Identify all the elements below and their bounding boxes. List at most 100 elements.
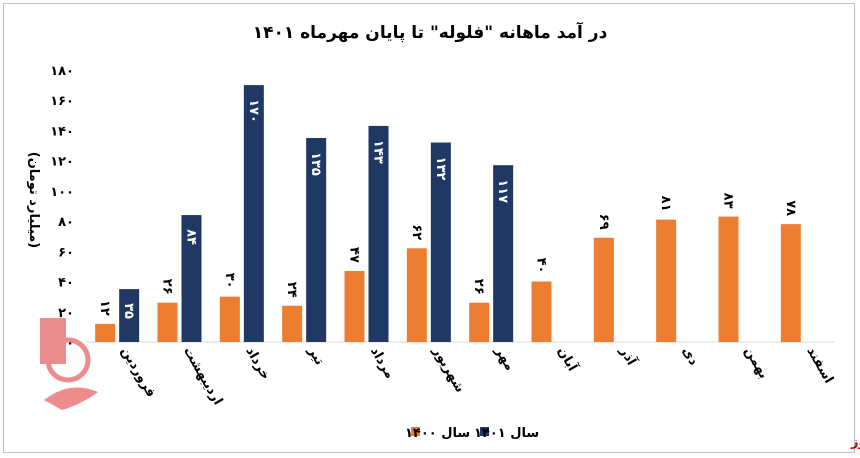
data-label: ۳۰ — [222, 273, 237, 289]
category-label-group: شهریور — [429, 344, 467, 396]
category-label-group: دی — [679, 345, 701, 369]
data-label-group: ۱۱۷ — [495, 179, 510, 203]
chart-title: در آمد ماهانه "فلوله" تا پایان مهرماه ۱۴… — [253, 21, 608, 43]
data-label-group: ۱۴۳ — [371, 140, 386, 164]
data-label: ۲۶ — [160, 279, 175, 295]
bar-1401 — [430, 142, 451, 342]
category-label: اردیبهشت — [180, 345, 225, 408]
data-label: ۱۷۰ — [246, 99, 261, 123]
data-label-group: ۲۶ — [160, 279, 175, 295]
bar-1400 — [718, 216, 739, 342]
bar-1400 — [406, 248, 427, 342]
legend: سال ۱۴۰۱ سال ۱۴۰۰ — [405, 426, 539, 441]
bar-1400 — [219, 296, 240, 342]
y-tick-label: ۱۲۰ — [50, 155, 74, 170]
bars — [95, 85, 801, 343]
bar-1401 — [493, 165, 514, 342]
y-tick-label: ۱۶۰ — [50, 94, 74, 109]
category-label-group: فروردین — [118, 345, 159, 400]
data-label: ۱۴۳ — [371, 140, 386, 164]
y-axis-label: (میلیارد تومان) — [26, 152, 41, 248]
data-label-group: ۸۱ — [658, 196, 673, 212]
bar-1400 — [95, 323, 116, 342]
data-label: ۶۹ — [596, 214, 611, 230]
category-label-group: تیر — [304, 344, 327, 368]
data-label: ۸۳ — [721, 193, 736, 209]
source-credit: بورس نیوز — [850, 435, 860, 450]
data-label: ۴۷ — [347, 247, 362, 263]
chart-frame — [3, 3, 855, 453]
data-label-group: ۶۹ — [596, 214, 611, 230]
data-label-group: ۱۷۰ — [246, 99, 261, 123]
data-label-group: ۳۵ — [121, 303, 136, 319]
data-label: ۱۳۲ — [433, 157, 448, 181]
data-label: ۱۲ — [97, 300, 112, 316]
category-label: تیر — [304, 344, 327, 368]
y-tick-label: ۸۰ — [58, 215, 74, 230]
bar-1401 — [243, 85, 264, 342]
category-label: آذر — [616, 343, 641, 369]
y-tick-label: ۱۰۰ — [50, 185, 74, 200]
bar-1401 — [181, 215, 202, 342]
bar-1400 — [531, 281, 552, 342]
watermark-logo — [40, 318, 98, 410]
category-label: اسفند — [803, 345, 836, 387]
data-label: ۸۴ — [184, 229, 199, 245]
bar-1401 — [306, 138, 327, 342]
category-label-group: خرداد — [242, 345, 273, 383]
category-label: مهر — [491, 344, 517, 374]
category-labels: فروردین اردیبهشت خرداد تیر مرداد شهریور مهر آبا… — [118, 343, 836, 408]
legend-swatch-1400 — [411, 427, 420, 436]
bar-1400 — [469, 302, 490, 342]
bar-1400 — [282, 305, 303, 342]
category-label: شهریور — [429, 344, 467, 396]
y-tick-label: ۴۰ — [58, 276, 74, 291]
data-label: ۴۰ — [534, 258, 549, 274]
y-tick-label: ۶۰ — [58, 245, 74, 260]
data-label: ۲۴ — [284, 282, 299, 298]
data-labels: ۱۲ ۳۵ ۲۶ ۸۴ ۳۰ ۱۷۰ ۲۴ ۱۳۵ ۴۷ ۱۴۳ ۶۲ ۱۳۲ ۲۶ ۱۱۷ ۴۰ ۶۹ ۸۱ ۸… — [97, 99, 798, 319]
y-axis-label-group: (میلیارد تومان) — [26, 152, 41, 248]
bar-1400 — [593, 237, 614, 342]
data-label-group: ۱۲ — [97, 300, 112, 316]
data-label-group: ۶۲ — [409, 224, 424, 240]
bar-1401 — [119, 289, 140, 342]
bar-1400 — [344, 270, 365, 342]
category-label-group: بهمن — [741, 345, 771, 382]
data-label-group: ۴۷ — [347, 247, 362, 263]
legend-swatch-1401 — [480, 427, 489, 436]
y-tick-label: ۱۸۰ — [50, 64, 74, 79]
bar-1400 — [780, 224, 801, 342]
category-label: آبان — [554, 344, 582, 375]
data-label-group: ۸۳ — [721, 193, 736, 209]
y-tick-label: ۲۰ — [58, 306, 74, 321]
data-label: ۶۲ — [409, 224, 424, 240]
bar-1400 — [157, 302, 178, 342]
y-tick-label: ۰ — [66, 336, 74, 351]
bar-1400 — [656, 219, 677, 342]
data-label: ۳۵ — [121, 303, 136, 319]
category-label-group: مهر — [491, 344, 517, 374]
y-ticks: ۰ ۲۰ ۴۰ ۶۰ ۸۰ ۱۰۰ ۱۲۰ ۱۴۰ ۱۶۰ ۱۸۰ — [50, 64, 74, 351]
bar-1401 — [368, 125, 389, 343]
data-label-group: ۳۰ — [222, 273, 237, 289]
category-label: بهمن — [741, 345, 771, 382]
category-label: دی — [679, 345, 701, 369]
legend-label-1401: سال ۱۴۰۱ — [474, 426, 539, 441]
data-label-group: ۲۶ — [471, 279, 486, 295]
data-label-group: ۱۳۲ — [433, 157, 448, 181]
data-label: ۷۸ — [783, 200, 798, 216]
category-label: فروردین — [118, 345, 159, 400]
data-label: ۱۳۵ — [308, 152, 323, 176]
data-label: ۱۱۷ — [495, 179, 510, 203]
data-label-group: ۱۳۵ — [308, 152, 323, 176]
category-label-group: آذر — [616, 343, 641, 369]
category-label-group: آبان — [554, 344, 582, 375]
legend-label-1400: سال ۱۴۰۰ — [405, 426, 470, 441]
data-label-group: ۷۸ — [783, 200, 798, 216]
data-label-group: ۸۴ — [184, 229, 199, 245]
data-label-group: ۴۰ — [534, 258, 549, 274]
category-label-group: اسفند — [803, 345, 836, 387]
category-label-group: اردیبهشت — [180, 345, 225, 408]
